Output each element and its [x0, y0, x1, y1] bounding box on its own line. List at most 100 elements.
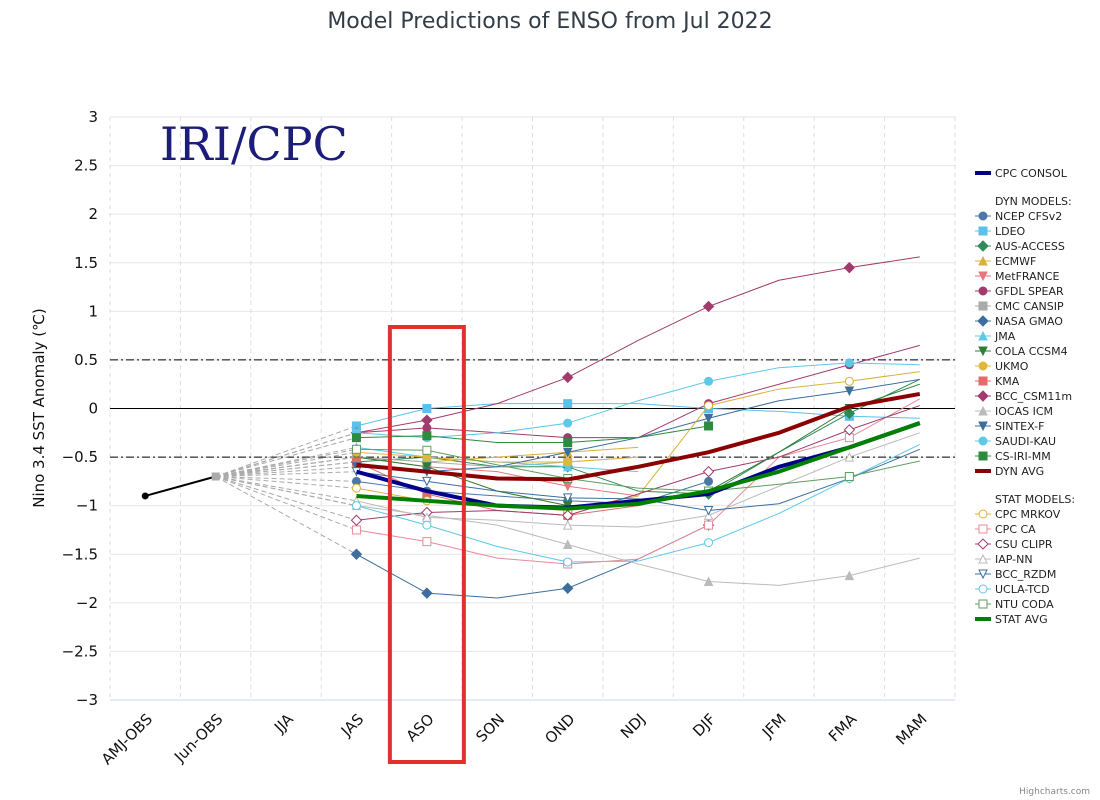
data-point: [844, 386, 855, 397]
legend-item[interactable]: AUS-ACCESS: [975, 240, 1065, 253]
legend-label: JMA: [994, 330, 1016, 343]
data-point: [563, 399, 573, 409]
observed-line: [144, 475, 216, 497]
data-point: [422, 476, 432, 487]
data-point: [563, 457, 573, 467]
legend-item[interactable]: CPC MRKOV: [975, 508, 1061, 521]
data-point: [562, 582, 574, 594]
x-tick-label: SON: [472, 710, 508, 746]
y-axis-label: Nino 3.4 SST Anomaly (℃): [30, 308, 48, 508]
legend-label: SAUDI-KAU: [995, 435, 1056, 448]
x-tick-label: MAM: [892, 710, 930, 748]
legend-label: SINTEX-F: [995, 420, 1044, 433]
data-point: [843, 261, 856, 274]
legend-marker: [978, 436, 988, 446]
y-tick-label: −2: [76, 594, 98, 612]
data-point: [350, 548, 363, 560]
legend-marker: [978, 451, 988, 461]
x-tick-label: AMJ-OBS: [98, 710, 156, 768]
data-point: [421, 414, 433, 426]
legend-marker: [978, 226, 988, 236]
legend-item[interactable]: KMA: [975, 375, 1020, 388]
legend-item[interactable]: LDEO: [975, 225, 1026, 238]
legend-item[interactable]: DYN AVG: [975, 465, 1044, 478]
legend-marker: [978, 286, 988, 296]
legend-item[interactable]: CPC CA: [975, 523, 1036, 536]
series-lines: [141, 256, 921, 599]
fan-connector: [215, 437, 357, 477]
legend-item[interactable]: CS-IRI-MM: [975, 450, 1051, 463]
x-tick-label: ASO: [403, 710, 438, 745]
data-point: [422, 520, 432, 530]
legend-item[interactable]: SAUDI-KAU: [975, 435, 1056, 448]
legend-item[interactable]: UKMO: [975, 360, 1029, 373]
x-tick-label: JJA: [270, 710, 297, 737]
legend-label: CPC CA: [995, 523, 1036, 536]
legend-item[interactable]: STAT AVG: [975, 613, 1048, 626]
legend-label: IOCAS ICM: [995, 405, 1053, 418]
legend-item[interactable]: IAP-NN: [975, 553, 1033, 566]
legend-label: MetFRANCE: [995, 270, 1060, 283]
legend-item[interactable]: NTU CODA: [975, 598, 1054, 611]
legend-item[interactable]: SINTEX-F: [975, 420, 1044, 433]
legend-item[interactable]: CSU CLIPR: [975, 538, 1053, 551]
y-tick-label: 0: [88, 400, 98, 418]
legend-label: AUS-ACCESS: [995, 240, 1065, 253]
legend-item[interactable]: NCEP CFSv2: [975, 210, 1062, 223]
x-tick-label: JAS: [337, 710, 367, 740]
iri-cpc-watermark: IRI/CPC: [160, 117, 348, 171]
legend-marker: [978, 255, 988, 266]
legend-marker: [978, 509, 988, 519]
data-point: [422, 431, 432, 441]
data-point: [351, 501, 361, 511]
legend-label: IAP-NN: [995, 553, 1033, 566]
legend-label: BCC_CSM11m: [995, 390, 1072, 403]
legend-item[interactable]: COLA CCSM4: [975, 345, 1068, 358]
fan-connector: [215, 471, 357, 478]
legend-label: GFDL SPEAR: [995, 285, 1064, 298]
legend-item[interactable]: ECMWF: [975, 255, 1036, 268]
legend-label: UKMO: [995, 360, 1029, 373]
data-point: [844, 570, 855, 581]
legend-item[interactable]: CMC CANSIP: [975, 300, 1064, 313]
series-iocas-icm: [351, 500, 920, 586]
legend-item[interactable]: JMA: [975, 330, 1016, 343]
legend: CPC CONSOL DYN MODELS: NCEP CFSv2 LDEO AUS-A…: [975, 167, 1075, 626]
data-point: [422, 445, 432, 455]
legend-item[interactable]: BCC_CSM11m: [975, 390, 1072, 403]
legend-marker: [978, 301, 988, 311]
legend-item[interactable]: CPC CONSOL: [975, 167, 1068, 180]
y-tick-label: 3: [88, 108, 98, 126]
series-line: [356, 383, 920, 507]
legend-item[interactable]: GFDL SPEAR: [975, 285, 1064, 298]
legend-item[interactable]: NASA GMAO: [975, 315, 1063, 328]
legend-marker: [978, 421, 988, 432]
legend-label: KMA: [995, 375, 1020, 388]
legend-item[interactable]: BCC_RZDM: [975, 568, 1056, 581]
legend-item[interactable]: UCLA-TCD: [975, 583, 1050, 596]
fan-connector: [215, 476, 357, 531]
legend-label: LDEO: [995, 225, 1026, 238]
data-point: [704, 401, 714, 411]
legend-item[interactable]: MetFRANCE: [975, 270, 1060, 283]
x-tick-label: Jun-OBS: [170, 710, 226, 766]
observed-point: [141, 492, 149, 500]
data-point: [350, 514, 363, 526]
data-point: [351, 433, 361, 443]
series-line: [356, 362, 920, 439]
fan-connector: [215, 456, 357, 478]
legend-item[interactable]: IOCAS ICM: [975, 405, 1053, 418]
data-point: [562, 461, 573, 472]
data-point: [422, 404, 432, 413]
fan-connector: [215, 476, 357, 489]
series-line: [356, 405, 920, 521]
legend-label: NASA GMAO: [995, 315, 1063, 328]
data-point: [844, 472, 854, 482]
data-point: [562, 493, 573, 504]
series-line: [356, 398, 921, 565]
legend-label: CMC CANSIP: [995, 300, 1064, 313]
series-saudi-kau: [351, 358, 920, 443]
credits: Highcharts.com: [1019, 787, 1090, 797]
series-line: [356, 421, 921, 511]
series-line: [356, 391, 921, 482]
